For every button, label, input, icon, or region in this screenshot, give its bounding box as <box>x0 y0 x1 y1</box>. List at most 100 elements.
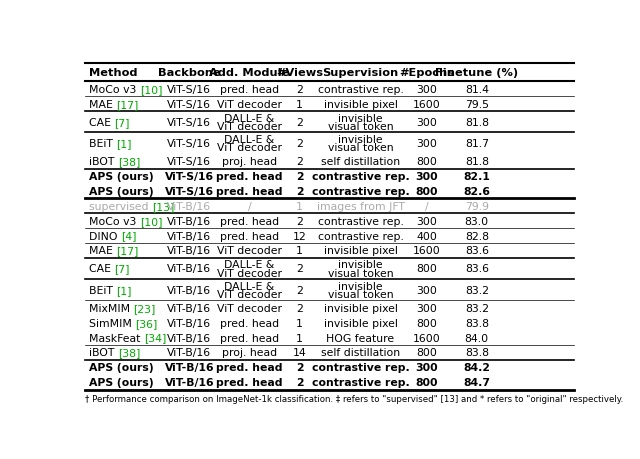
Text: 800: 800 <box>415 377 438 387</box>
Text: contrastive rep.: contrastive rep. <box>312 363 410 373</box>
Text: proj. head: proj. head <box>222 157 277 167</box>
Text: ViT-B/16: ViT-B/16 <box>164 363 214 373</box>
Text: [4]: [4] <box>121 231 136 241</box>
Text: [38]: [38] <box>118 157 140 167</box>
Text: ViT-B/16: ViT-B/16 <box>167 285 211 295</box>
Text: 800: 800 <box>416 318 437 328</box>
Text: [10]: [10] <box>140 216 163 226</box>
Text: DALL-E &: DALL-E & <box>224 260 275 270</box>
Text: ViT-B/16: ViT-B/16 <box>167 216 211 226</box>
Text: 82.6: 82.6 <box>463 186 490 196</box>
Text: 81.8: 81.8 <box>465 157 489 167</box>
Text: 83.6: 83.6 <box>465 264 489 274</box>
Text: 2: 2 <box>296 186 303 196</box>
Text: [17]: [17] <box>116 100 139 110</box>
Text: 82.1: 82.1 <box>463 172 490 182</box>
Text: 1: 1 <box>296 333 303 343</box>
Text: self distillation: self distillation <box>321 347 400 358</box>
Text: Supervision: Supervision <box>323 68 399 78</box>
Text: 300: 300 <box>415 363 438 373</box>
Text: 300: 300 <box>416 216 437 226</box>
Text: pred. head: pred. head <box>216 186 283 196</box>
Text: 1600: 1600 <box>413 333 440 343</box>
Text: CAE: CAE <box>89 264 115 274</box>
Text: ViT-B/16: ViT-B/16 <box>167 231 211 241</box>
Text: invisible: invisible <box>338 113 383 123</box>
Text: ViT decoder: ViT decoder <box>217 303 282 313</box>
Text: DALL-E &: DALL-E & <box>224 135 275 145</box>
Text: invisible pixel: invisible pixel <box>324 246 397 256</box>
Text: 1: 1 <box>296 246 303 256</box>
Text: ViT-S/16: ViT-S/16 <box>167 118 211 128</box>
Text: 81.4: 81.4 <box>465 85 489 95</box>
Text: ViT-S/16: ViT-S/16 <box>167 139 211 149</box>
Text: contrastive rep.: contrastive rep. <box>312 172 410 182</box>
Text: 2: 2 <box>296 264 303 274</box>
Text: iBOT: iBOT <box>89 157 118 167</box>
Text: Method: Method <box>89 68 138 78</box>
Text: invisible: invisible <box>338 135 383 145</box>
Text: 83.2: 83.2 <box>465 303 489 313</box>
Text: [1]: [1] <box>116 139 132 149</box>
Text: 83.6: 83.6 <box>465 246 489 256</box>
Text: 800: 800 <box>416 157 437 167</box>
Text: visual token: visual token <box>328 143 394 153</box>
Text: ViT-B/16: ViT-B/16 <box>167 246 211 256</box>
Text: proj. head: proj. head <box>222 347 277 358</box>
Text: self distillation: self distillation <box>321 157 400 167</box>
Text: BEiT: BEiT <box>89 285 116 295</box>
Text: MixMIM: MixMIM <box>89 303 134 313</box>
Text: ViT-B/16: ViT-B/16 <box>167 264 211 274</box>
Text: 300: 300 <box>415 172 438 182</box>
Text: 1: 1 <box>296 100 303 110</box>
Text: [13]: [13] <box>152 202 174 211</box>
Text: 400: 400 <box>416 231 437 241</box>
Text: 300: 300 <box>416 85 437 95</box>
Text: invisible pixel: invisible pixel <box>324 318 397 328</box>
Text: APS (ours): APS (ours) <box>89 186 154 196</box>
Text: [10]: [10] <box>140 85 163 95</box>
Text: 84.7: 84.7 <box>463 377 490 387</box>
Text: Finetune (%): Finetune (%) <box>435 68 518 78</box>
Text: APS (ours): APS (ours) <box>89 377 154 387</box>
Text: Add. Module: Add. Module <box>209 68 289 78</box>
Text: #Epochs: #Epochs <box>399 68 454 78</box>
Text: ViT-B/16: ViT-B/16 <box>167 347 211 358</box>
Text: CAE: CAE <box>89 118 115 128</box>
Text: [1]: [1] <box>116 285 132 295</box>
Text: ViT-B/16: ViT-B/16 <box>167 303 211 313</box>
Text: 1600: 1600 <box>413 246 440 256</box>
Text: 12: 12 <box>292 231 307 241</box>
Text: pred. head: pred. head <box>216 172 283 182</box>
Text: SimMIM: SimMIM <box>89 318 135 328</box>
Text: MAE: MAE <box>89 246 116 256</box>
Text: images from JFT: images from JFT <box>317 202 404 211</box>
Text: 2: 2 <box>296 139 303 149</box>
Text: ViT-B/16: ViT-B/16 <box>167 333 211 343</box>
Text: [38]: [38] <box>118 347 140 358</box>
Text: 2: 2 <box>296 285 303 295</box>
Text: pred. head: pred. head <box>220 231 279 241</box>
Text: 300: 300 <box>416 285 437 295</box>
Text: ViT-B/16: ViT-B/16 <box>164 377 214 387</box>
Text: DALL-E &: DALL-E & <box>224 281 275 291</box>
Text: ViT decoder: ViT decoder <box>217 122 282 132</box>
Text: invisible: invisible <box>338 281 383 291</box>
Text: 1: 1 <box>296 318 303 328</box>
Text: 2: 2 <box>296 172 303 182</box>
Text: contrastive rep.: contrastive rep. <box>317 231 403 241</box>
Text: ViT-S/16: ViT-S/16 <box>167 85 211 95</box>
Text: 14: 14 <box>292 347 307 358</box>
Text: invisible pixel: invisible pixel <box>324 100 397 110</box>
Text: MoCo v3: MoCo v3 <box>89 216 140 226</box>
Text: ViT-S/16: ViT-S/16 <box>167 100 211 110</box>
Text: 1: 1 <box>296 202 303 211</box>
Text: ViT decoder: ViT decoder <box>217 143 282 153</box>
Text: 79.9: 79.9 <box>465 202 489 211</box>
Text: [34]: [34] <box>144 333 166 343</box>
Text: 83.8: 83.8 <box>465 347 489 358</box>
Text: 81.7: 81.7 <box>465 139 489 149</box>
Text: 2: 2 <box>296 303 303 313</box>
Text: pred. head: pred. head <box>220 333 279 343</box>
Text: visual token: visual token <box>328 289 394 299</box>
